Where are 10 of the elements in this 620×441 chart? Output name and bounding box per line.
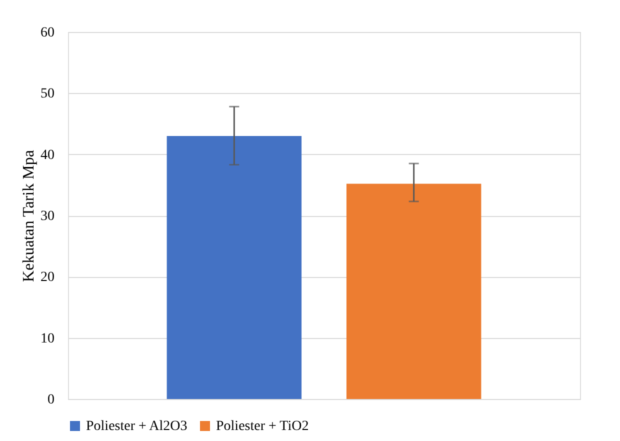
legend-label: Poliester + TiO2	[216, 419, 309, 434]
y-tick-label: 30	[40, 209, 54, 224]
y-tick-label: 20	[40, 270, 54, 286]
legend-label: Poliester + Al2O3	[86, 419, 188, 434]
y-tick-label: 0	[48, 392, 54, 408]
y-tick-label: 60	[40, 26, 54, 40]
y-tick-label: 10	[40, 331, 54, 346]
y-tick-label: 40	[40, 148, 54, 163]
y-axis-title: Kekuatan Tarik Mpa	[20, 150, 38, 282]
y-tick-label: 50	[40, 86, 54, 102]
